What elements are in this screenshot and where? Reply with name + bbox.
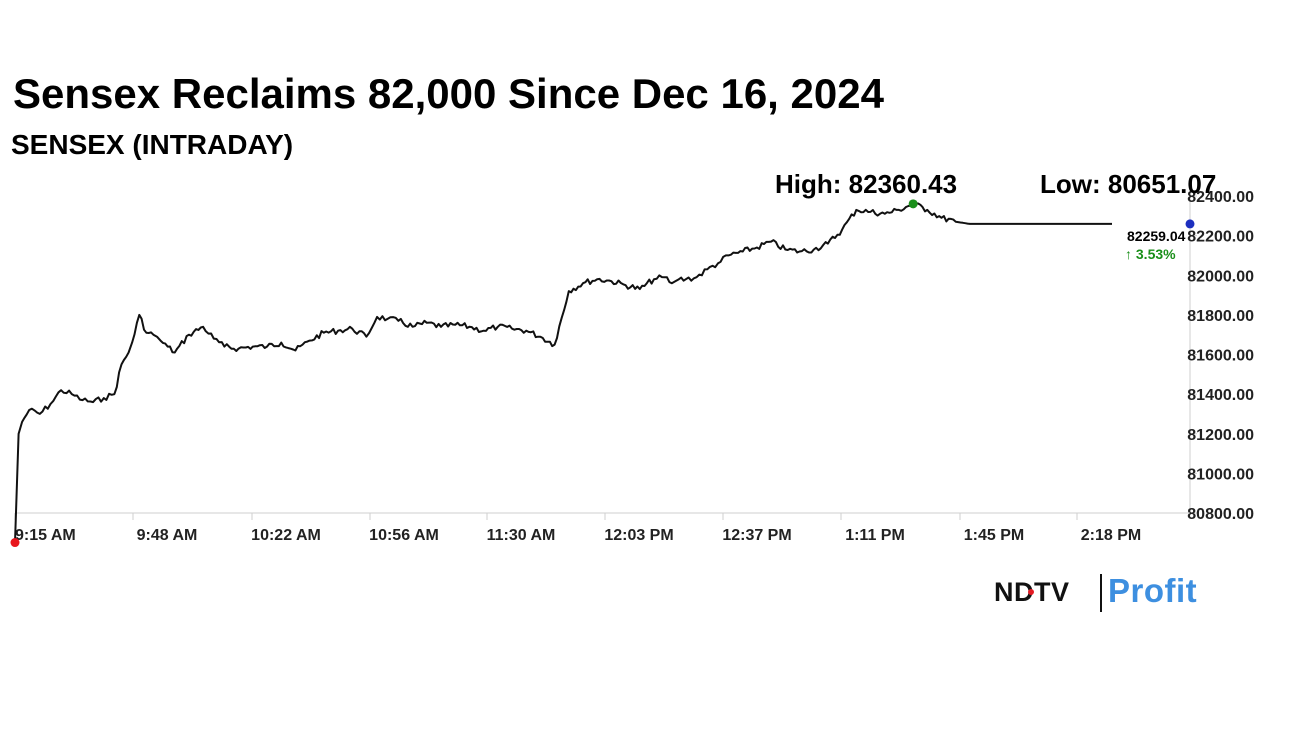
y-tick-label: 82000.00: [1187, 268, 1254, 285]
low-marker: [10, 538, 20, 548]
high-label: High: 82360.43: [775, 169, 957, 199]
last-price-marker: [1185, 219, 1195, 229]
chart-title: Sensex Reclaims 82,000 Since Dec 16, 202…: [13, 70, 884, 117]
y-tick-label: 80800.00: [1187, 506, 1254, 523]
x-tick-label: 12:37 PM: [722, 527, 791, 544]
logo-profit-text: Profit: [1108, 572, 1198, 609]
y-axis: 80800.00 81000.00 81200.00 81400.00 81600.00…: [1187, 184, 1254, 523]
x-tick-label: 10:22 AM: [251, 527, 321, 544]
x-tick-label: 9:15 AM: [15, 527, 76, 544]
chart-subtitle: SENSEX (INTRADAY): [11, 129, 294, 160]
x-tick-label: 11:30 AM: [487, 527, 556, 544]
y-tick-label: 82200.00: [1187, 229, 1254, 246]
logo-dot-icon: [1028, 589, 1034, 595]
last-value-label: 82259.04: [1127, 228, 1186, 244]
low-label: Low: 80651.07: [1040, 169, 1216, 199]
y-tick-label: 81200.00: [1187, 427, 1254, 444]
markers: [10, 199, 1195, 548]
y-tick-label: 81600.00: [1187, 348, 1254, 365]
x-tick-label: 10:56 AM: [369, 527, 439, 544]
price-line: [14, 202, 1112, 543]
x-axis: 9:15 AM 9:48 AM 10:22 AM 10:56 AM 11:30 AM 12…: [14, 512, 1190, 544]
y-tick-label: 81000.00: [1187, 466, 1254, 483]
x-tick-label: 1:11 PM: [845, 527, 905, 544]
y-tick-label: 82400.00: [1187, 189, 1254, 206]
x-tick-label: 1:45 PM: [964, 527, 1024, 544]
high-marker: [908, 199, 918, 209]
y-tick-label: 81800.00: [1187, 308, 1254, 325]
x-tick-label: 2:18 PM: [1081, 527, 1141, 544]
x-tick-label: 12:03 PM: [604, 527, 673, 544]
y-tick-label: 81400.00: [1187, 387, 1254, 404]
x-tick-label: 9:48 AM: [137, 527, 198, 544]
change-label: ↑ 3.53%: [1125, 246, 1176, 262]
logo-separator: [1100, 574, 1102, 612]
